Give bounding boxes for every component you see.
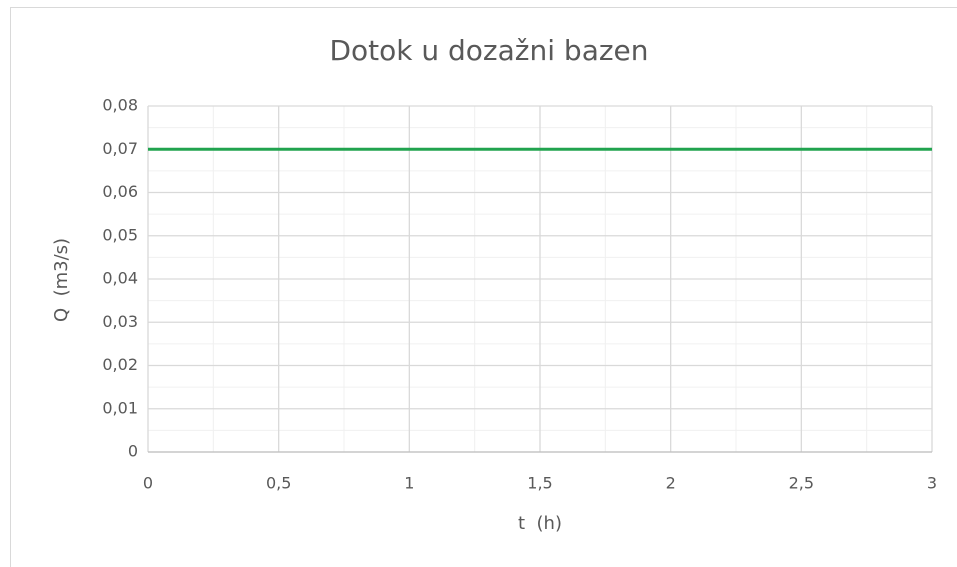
- y-tick-label: 0,03: [102, 312, 138, 331]
- x-tick-label: 0,5: [266, 474, 291, 493]
- y-tick-label: 0,07: [102, 139, 138, 158]
- x-tick-label: 1,5: [527, 474, 552, 493]
- chart-frame: [10, 7, 957, 567]
- y-tick-label: 0,05: [102, 225, 138, 244]
- y-tick-label: 0,06: [102, 182, 138, 201]
- y-tick-label: 0,02: [102, 355, 138, 374]
- y-tick-label: 0,04: [102, 269, 138, 288]
- y-tick-label: 0: [128, 442, 138, 461]
- x-axis-label: t (h): [518, 513, 562, 534]
- chart-title: Dotok u dozažni bazen: [329, 34, 648, 67]
- y-tick-label: 0,01: [102, 398, 138, 417]
- x-tick-label: 2,5: [789, 474, 814, 493]
- y-axis-label: Q (m3/s): [51, 238, 72, 322]
- x-tick-label: 3: [927, 474, 937, 493]
- x-tick-label: 2: [666, 474, 676, 493]
- x-tick-label: 0: [143, 474, 153, 493]
- x-tick-label: 1: [404, 474, 414, 493]
- y-tick-label: 0,08: [102, 96, 138, 115]
